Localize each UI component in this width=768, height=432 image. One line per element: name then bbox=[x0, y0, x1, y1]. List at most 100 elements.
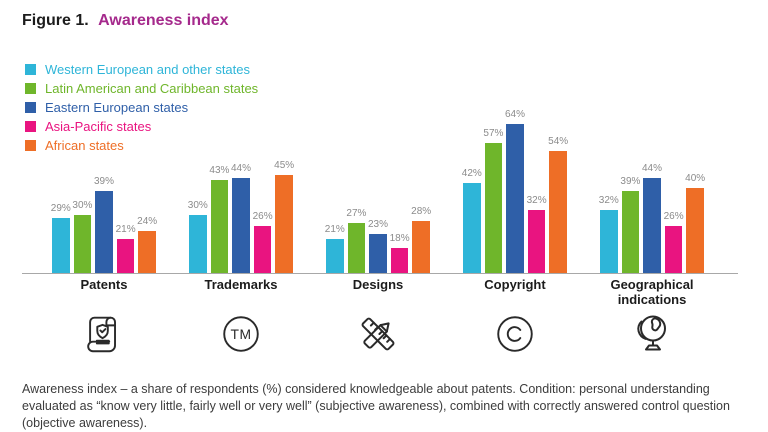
bar-column: 42% bbox=[461, 168, 482, 273]
patent-scroll-icon bbox=[87, 316, 116, 353]
bar-value-label: 54% bbox=[548, 136, 569, 147]
bar-western-european-and-other-states-patents bbox=[52, 218, 70, 273]
bar-eastern-european-states-trademarks bbox=[232, 178, 250, 273]
bar-eastern-european-states-geographical-indications bbox=[643, 178, 661, 273]
bar-column: 23% bbox=[367, 219, 388, 273]
legend-item-asia-pacific-states: Asia-Pacific states bbox=[25, 117, 258, 136]
bar-asia-pacific-states-copyright bbox=[527, 210, 546, 273]
bar-value-label: 21% bbox=[115, 224, 136, 235]
bar-group-designs: 21% 27% 23% 18% 28% bbox=[324, 0, 432, 273]
bar-african-states-trademarks bbox=[275, 175, 293, 273]
bar-group-copyright: 42% 57% 64% 32% 54% bbox=[461, 0, 569, 273]
x-axis-line bbox=[22, 273, 738, 274]
bar-column: 24% bbox=[137, 216, 158, 273]
bar-value-label: 44% bbox=[230, 163, 251, 174]
bar-african-states-patents bbox=[138, 231, 156, 273]
bar-column: 32% bbox=[526, 195, 547, 273]
chart-legend: Western European and other states Latin A… bbox=[25, 60, 258, 155]
legend-swatch bbox=[25, 83, 36, 94]
bar-column: 30% bbox=[187, 200, 208, 273]
bar-value-label: 23% bbox=[367, 219, 388, 230]
legend-item-latin-american-and-caribbean-states: Latin American and Caribbean states bbox=[25, 79, 258, 98]
legend-item-western-european-and-other-states: Western European and other states bbox=[25, 60, 258, 79]
bar-column: 18% bbox=[389, 233, 410, 273]
bar-value-label: 42% bbox=[461, 168, 482, 179]
globe-icon bbox=[637, 315, 666, 351]
bar-column: 43% bbox=[209, 165, 230, 273]
bar-value-label: 21% bbox=[324, 224, 345, 235]
bar-value-label: 45% bbox=[274, 160, 295, 171]
bar-asia-pacific-states-geographical-indications bbox=[664, 226, 683, 273]
trademark-tm-icon: TM bbox=[223, 316, 259, 352]
bar-western-european-and-other-states-geographical-indications bbox=[600, 210, 618, 273]
bar-column: 28% bbox=[411, 206, 432, 273]
copyright-icon-slot bbox=[463, 309, 567, 359]
figure-title: Figure 1. Awareness index bbox=[22, 12, 229, 30]
bar-african-states-geographical-indications bbox=[686, 188, 704, 273]
figure-caption: Awareness index – a share of respondents… bbox=[22, 382, 730, 430]
category-label-designs: Designs bbox=[352, 277, 404, 292]
bar-column: 54% bbox=[548, 136, 569, 273]
bar-value-label: 32% bbox=[526, 195, 547, 206]
legend-item-eastern-european-states: Eastern European states bbox=[25, 98, 258, 117]
bar-value-label: 30% bbox=[187, 200, 208, 211]
bar-column: 30% bbox=[72, 200, 93, 273]
legend-item-african-states: African states bbox=[25, 136, 258, 155]
bar-latin-american-and-caribbean-states-patents bbox=[73, 215, 92, 273]
trademarks-icon-slot: TM bbox=[189, 309, 293, 359]
bar-value-label: 29% bbox=[50, 203, 71, 214]
bar-value-label: 24% bbox=[137, 216, 158, 227]
bar-value-label: 32% bbox=[598, 195, 619, 206]
bar-african-states-designs bbox=[412, 221, 430, 273]
category-label-patents: Patents bbox=[80, 277, 128, 292]
bar-value-label: 28% bbox=[411, 206, 432, 217]
bar-eastern-european-states-copyright bbox=[506, 124, 524, 273]
legend-swatch bbox=[25, 64, 36, 75]
bar-column: 44% bbox=[230, 163, 251, 273]
bar-latin-american-and-caribbean-states-geographical-indications bbox=[621, 191, 640, 273]
category-label-geographical-indications: Geographical indications bbox=[610, 277, 694, 307]
bar-eastern-european-states-patents bbox=[95, 191, 113, 273]
legend-label: Eastern European states bbox=[45, 100, 189, 115]
copyright-icon bbox=[497, 316, 533, 352]
bar-column: 64% bbox=[504, 109, 525, 273]
bar-african-states-copyright bbox=[549, 151, 567, 273]
bar-asia-pacific-states-designs bbox=[390, 248, 409, 273]
bar-column: 57% bbox=[483, 128, 504, 273]
legend-swatch bbox=[25, 121, 36, 132]
legend-label: Latin American and Caribbean states bbox=[45, 81, 259, 96]
bar-column: 21% bbox=[115, 224, 136, 273]
designs-icon-slot bbox=[326, 309, 430, 359]
bar-column: 26% bbox=[664, 211, 684, 273]
bar-chart-plot: 29% 30% 39% 21% 24% 30% 43% 44% 26% 45% 21% 27% 23% 1… bbox=[50, 0, 705, 273]
bar-value-label: 39% bbox=[620, 176, 641, 187]
bar-value-label: 39% bbox=[93, 176, 114, 187]
bar-value-label: 43% bbox=[209, 165, 230, 176]
patents-icon-slot bbox=[52, 309, 156, 359]
bar-value-label: 64% bbox=[504, 109, 525, 120]
bar-value-label: 57% bbox=[483, 128, 504, 139]
legend-swatch bbox=[25, 102, 36, 113]
bar-column: 26% bbox=[253, 211, 273, 273]
bar-western-european-and-other-states-copyright bbox=[463, 183, 481, 273]
bar-column: 29% bbox=[50, 203, 71, 273]
bar-value-label: 27% bbox=[346, 208, 367, 219]
legend-label: Western European and other states bbox=[45, 62, 250, 77]
bar-column: 27% bbox=[346, 208, 367, 273]
bar-value-label: 18% bbox=[389, 233, 410, 244]
bar-asia-pacific-states-patents bbox=[116, 239, 135, 273]
bar-value-label: 30% bbox=[72, 200, 93, 211]
figure-title-text: Awareness index bbox=[98, 12, 229, 29]
figure-number: Figure 1. bbox=[22, 12, 89, 29]
geographical-indications-icon-slot bbox=[600, 309, 704, 359]
bar-eastern-european-states-designs bbox=[369, 234, 387, 273]
svg-text:TM: TM bbox=[231, 326, 252, 342]
legend-swatch bbox=[25, 140, 36, 151]
category-label-trademarks: Trademarks bbox=[204, 277, 278, 292]
bar-western-european-and-other-states-designs bbox=[326, 239, 344, 273]
bar-column: 44% bbox=[642, 163, 662, 273]
legend-label: African states bbox=[45, 138, 124, 153]
bar-group-trademarks: 30% 43% 44% 26% 45% bbox=[187, 0, 295, 273]
bar-latin-american-and-caribbean-states-designs bbox=[347, 223, 366, 273]
